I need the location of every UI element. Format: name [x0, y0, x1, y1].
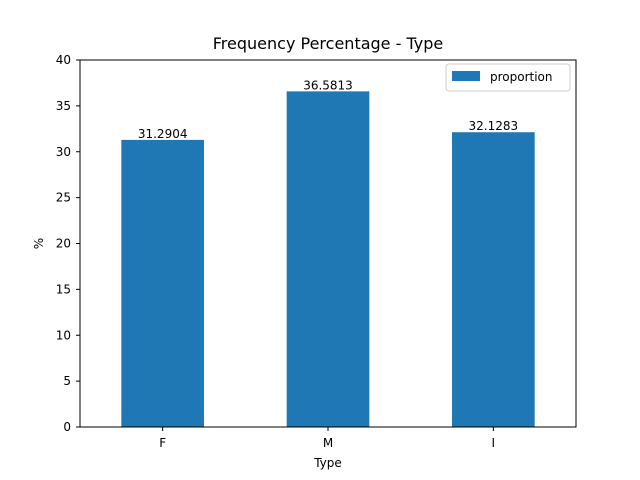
- plot-frame: [79, 59, 577, 428]
- bar-value-labels: 31.2904 36.5813 32.1283: [138, 78, 518, 141]
- bar-M: [286, 91, 370, 427]
- bar-F: [121, 139, 204, 427]
- y-axis: 0 5 10 15 20 25 30 35 40: [56, 53, 80, 434]
- y-tick-label-15: 15: [56, 282, 71, 296]
- x-tick-label-I: I: [492, 436, 496, 450]
- x-axis-label: Type: [313, 456, 342, 470]
- y-tick-label-0: 0: [63, 420, 71, 434]
- bar-value-label-F: 31.2904: [138, 127, 188, 141]
- x-tick-label-F: F: [159, 436, 166, 450]
- y-tick-label-10: 10: [56, 328, 71, 342]
- y-tick-label-30: 30: [56, 145, 71, 159]
- legend-swatch: [452, 71, 480, 81]
- y-tick-label-35: 35: [56, 99, 71, 113]
- bar-I: [452, 132, 535, 428]
- chart-title: Frequency Percentage - Type: [213, 34, 443, 53]
- bar-value-label-I: 32.1283: [469, 119, 519, 133]
- y-tick-label-40: 40: [56, 53, 71, 67]
- y-tick-label-5: 5: [63, 374, 71, 388]
- x-tick-label-M: M: [323, 436, 333, 450]
- y-axis-label: %: [32, 238, 46, 249]
- y-tick-label-25: 25: [56, 191, 71, 205]
- bars-layer: [121, 91, 535, 428]
- y-tick-label-20: 20: [56, 237, 71, 251]
- bar-value-label-M: 36.5813: [303, 78, 353, 92]
- legend-label: proportion: [490, 70, 553, 84]
- legend: proportion: [445, 63, 571, 92]
- legend-box: [445, 63, 571, 92]
